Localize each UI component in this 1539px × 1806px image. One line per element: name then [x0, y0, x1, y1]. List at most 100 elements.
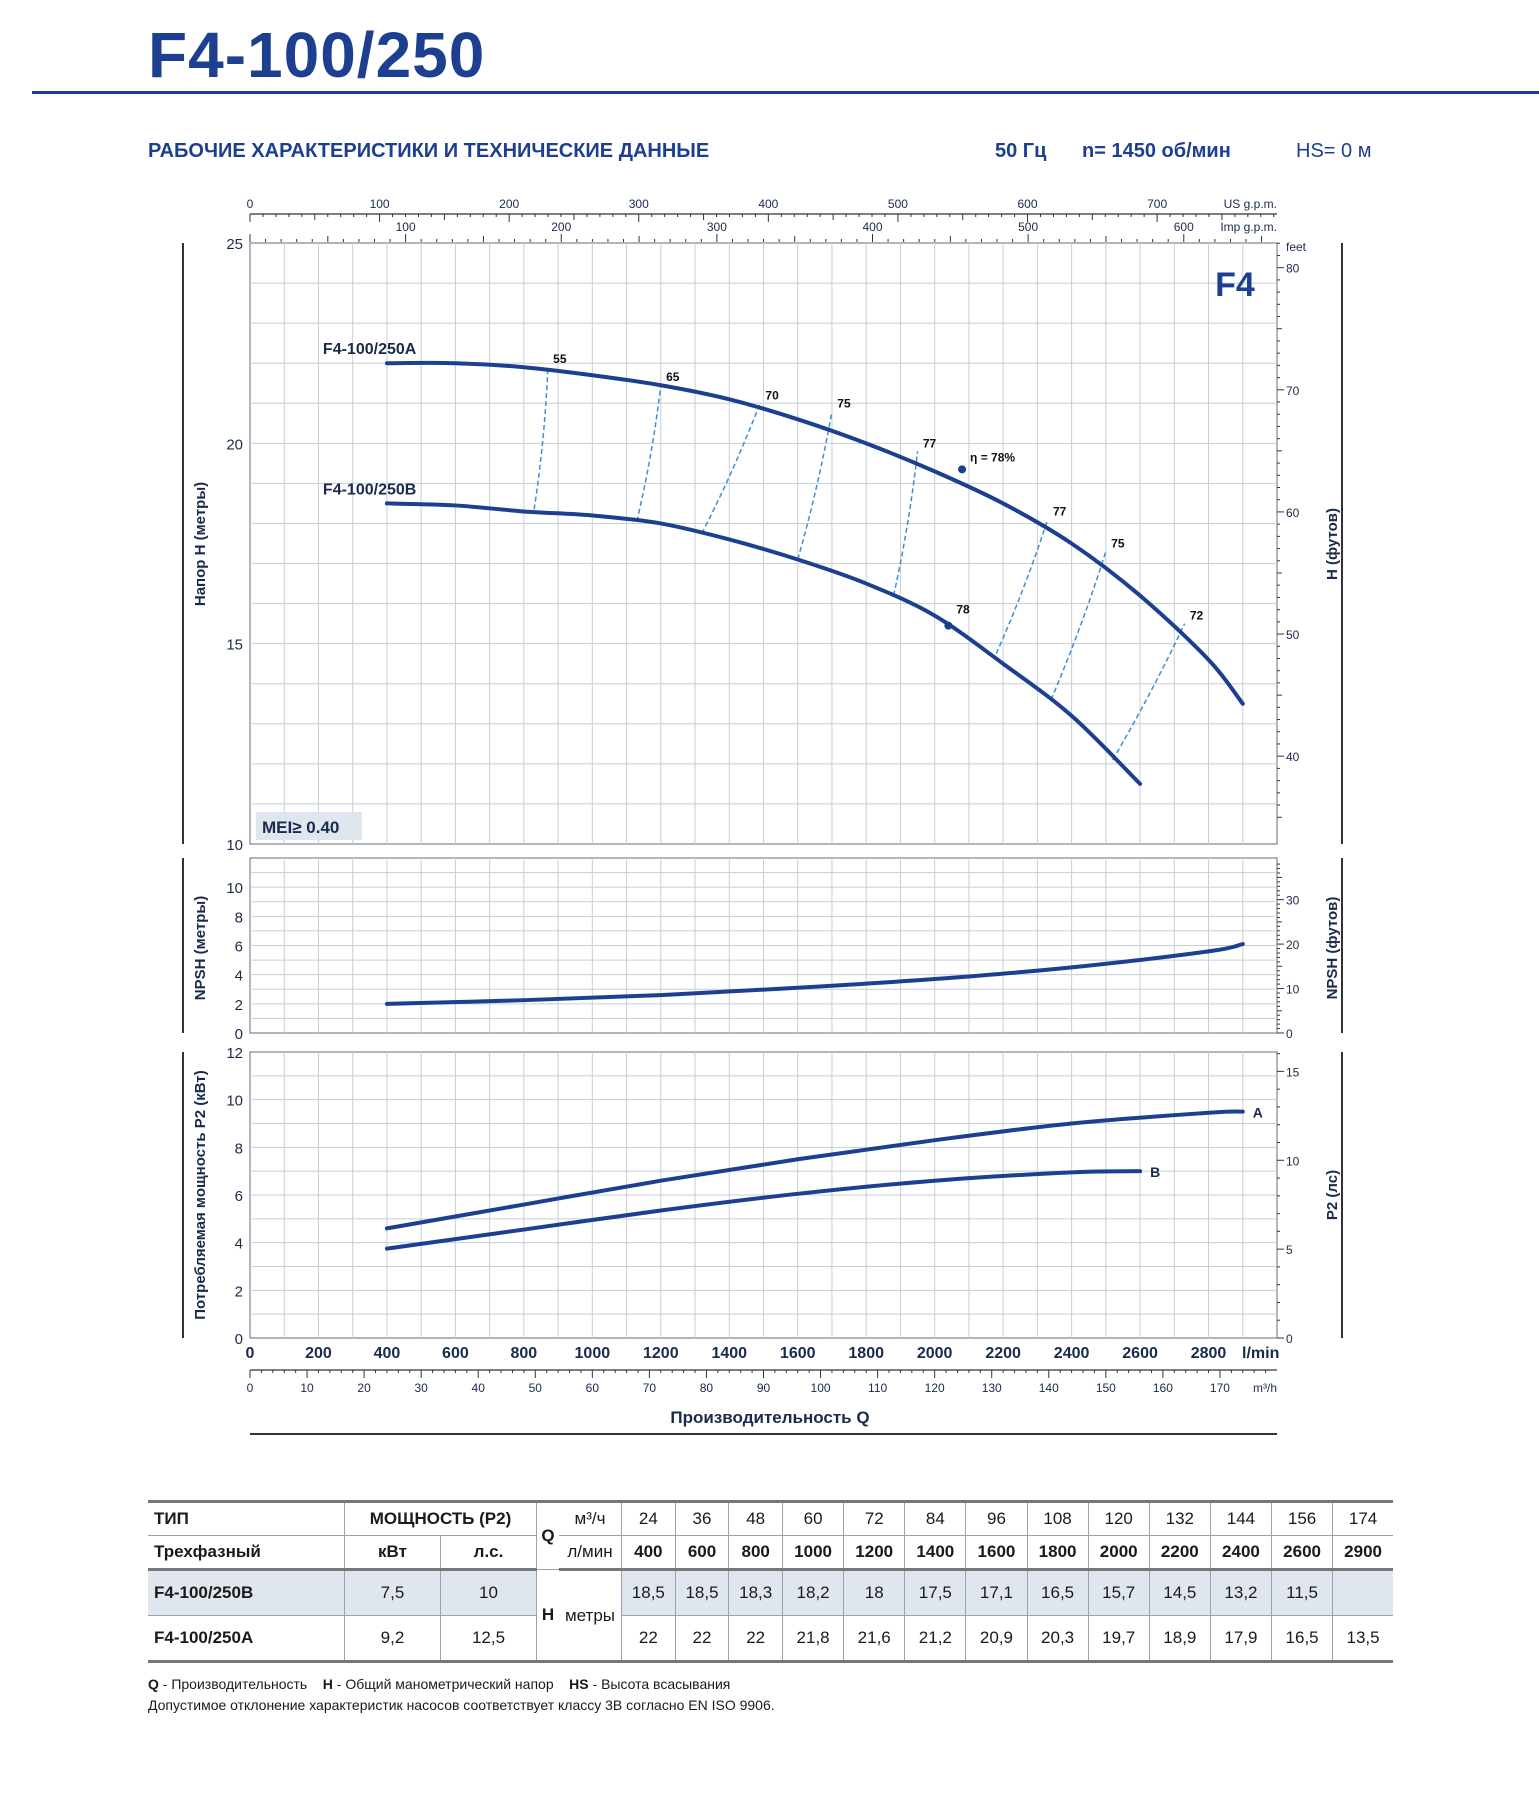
feet-tick-label: 60: [1286, 506, 1300, 520]
q-lmin-cell: 800: [728, 1535, 784, 1571]
us-gpm-tick-label: 100: [370, 197, 390, 211]
efficiency-line: [1050, 551, 1107, 701]
frequency-label: 50 Гц: [995, 140, 1047, 162]
q-lmin-cell: 2400: [1209, 1535, 1273, 1571]
efficiency-label: 77: [1053, 504, 1067, 518]
efficiency-line: [892, 451, 919, 596]
lmin-tick-label: 1400: [711, 1345, 747, 1362]
lmin-tick-label: 1000: [575, 1345, 611, 1362]
mei-badge: MEI≥ 0.40: [262, 818, 339, 837]
npsh-curve: [384, 942, 1245, 1006]
h-cell: 20,9: [965, 1615, 1028, 1663]
h-cell: 16,5: [1026, 1569, 1089, 1616]
q-lmin-cell: 1000: [782, 1535, 845, 1571]
efficiency-line: [995, 519, 1049, 654]
imp-gpm-tick-label: 100: [396, 220, 416, 234]
q-lmin-cell: 2200: [1148, 1535, 1211, 1571]
head-axis-title: Напор H (метры): [192, 482, 209, 606]
q-lmin-cell: 2000: [1087, 1535, 1150, 1571]
power-y-tick-label: 2: [235, 1283, 243, 1300]
power-y-tick-label: 0: [235, 1331, 243, 1348]
h-cell: 14,5: [1148, 1569, 1211, 1616]
q-lmin-cell: 1200: [843, 1535, 906, 1571]
h-cell: 19,7: [1087, 1615, 1150, 1663]
q-m3h-cell: 48: [728, 1500, 784, 1536]
hp-tick-label: 5: [1286, 1243, 1293, 1257]
mei-badge-bg: [256, 812, 362, 840]
h-cell: 21,8: [782, 1615, 845, 1663]
m3h-tick-label: 160: [1153, 1381, 1173, 1395]
npsh-feet-tick-label: 20: [1286, 938, 1300, 952]
kw-cell: 7,5: [344, 1569, 441, 1616]
q-lmin-cell: 400: [621, 1535, 676, 1571]
power-y-tick-label: 4: [235, 1236, 243, 1253]
us-gpm-tick-label: 500: [888, 197, 908, 211]
hp-axis-title: P2 (лс): [1324, 1170, 1341, 1220]
power-curve-b: [384, 1169, 1143, 1251]
legend-footnote: Q - Производительность H - Общий маномет…: [148, 1676, 730, 1692]
us-gpm-tick-label: 200: [499, 197, 519, 211]
q-lmin-cell: 1600: [965, 1535, 1028, 1571]
h-cell: 22: [728, 1615, 784, 1663]
lmin-tick-label: 2800: [1191, 1345, 1227, 1362]
m3h-tick-label: 80: [700, 1381, 714, 1395]
imp-gpm-tick-label: 600: [1174, 220, 1194, 234]
lmin-unit: l/min: [1242, 1345, 1279, 1362]
lmin-tick-label: 0: [246, 1345, 255, 1362]
hp-cell: 10: [440, 1569, 537, 1616]
q-m3h-cell: 144: [1209, 1500, 1273, 1536]
lmin-unit: л/мин: [559, 1535, 622, 1571]
us-gpm-tick-label: 700: [1147, 197, 1167, 211]
q-m3h-cell: 174: [1332, 1500, 1393, 1536]
npsh-y-tick-label: 8: [235, 909, 243, 926]
q-m3h-cell: 60: [782, 1500, 845, 1536]
x-axis-title: Производительность Q: [670, 1408, 869, 1427]
q-m3h-cell: 96: [965, 1500, 1028, 1536]
efficiency-label: 65: [666, 370, 680, 384]
efficiency-line: [701, 402, 761, 534]
bep-point: [944, 621, 953, 630]
us-gpm-tick-label: 0: [247, 197, 254, 211]
m3h-tick-label: 50: [529, 1381, 543, 1395]
feet-axis-title: H (футов): [1324, 508, 1341, 580]
npsh-y-tick-label: 6: [235, 939, 243, 956]
efficiency-label: 72: [1190, 609, 1204, 623]
phase-header: Трехфазный: [148, 1535, 345, 1571]
lmin-tick-label: 2000: [917, 1345, 953, 1362]
m3h-tick-label: 140: [1039, 1381, 1059, 1395]
efficiency-line: [797, 411, 833, 560]
bep-label: 78: [956, 603, 970, 617]
us-gpm-tick-label: 400: [758, 197, 778, 211]
feet-tick-label: 70: [1286, 384, 1300, 398]
title-rule: [32, 91, 1539, 94]
q-m3h-cell: 132: [1148, 1500, 1211, 1536]
h-cell: 21,6: [843, 1615, 906, 1663]
lmin-tick-label: 2200: [985, 1345, 1021, 1362]
head-curve-a: [384, 360, 1245, 706]
h-unit: метры: [559, 1569, 622, 1663]
imp-gpm-tick-label: 500: [1018, 220, 1038, 234]
performance-chart: 0 100 200 300 400 500 600 700 US g.p.m.100 200 300…: [182, 197, 1343, 1435]
efficiency-line: [1112, 623, 1186, 761]
h-text: - Общий манометрический напор: [332, 1676, 554, 1692]
type-header: ТИП: [148, 1500, 345, 1536]
us-gpm-tick-label: 600: [1018, 197, 1038, 211]
m3h-tick-label: 120: [925, 1381, 945, 1395]
hs-key: HS: [569, 1676, 589, 1692]
m3h-tick-label: 100: [811, 1381, 831, 1395]
q-key: Q: [148, 1676, 159, 1692]
power-y-tick-label: 6: [235, 1188, 243, 1205]
head-y-tick-label: 25: [226, 236, 243, 253]
m3h-tick-label: 10: [300, 1381, 314, 1395]
efficiency-label: 70: [765, 388, 779, 402]
efficiency-label: 55: [553, 352, 567, 366]
m3h-unit: м³/ч: [559, 1500, 622, 1536]
h-cell: 17,9: [1209, 1615, 1273, 1663]
h-key: H: [322, 1676, 333, 1692]
power-curve-a: [384, 1109, 1245, 1231]
table-row: F4-100/250A 9,2 12,5 22 22 22 21,8 21,6 …: [148, 1615, 1393, 1663]
lmin-tick-label: 2600: [1122, 1345, 1158, 1362]
q-lmin-cell: 1400: [904, 1535, 967, 1571]
bep-label: η = 78%: [970, 450, 1015, 464]
lmin-tick-label: 1600: [780, 1345, 816, 1362]
